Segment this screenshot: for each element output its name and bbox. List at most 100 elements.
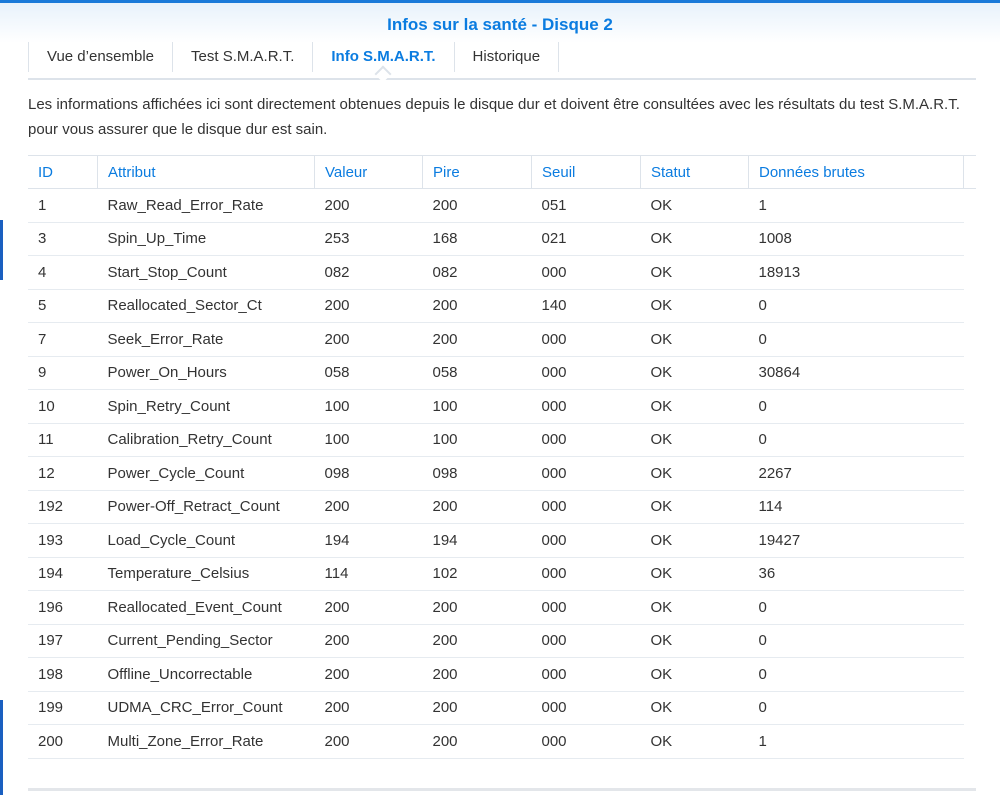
cell-value: 100 xyxy=(314,423,423,457)
dialog-title: Infos sur la santé - Disque 2 xyxy=(387,15,613,34)
cell-raw-data: 1 xyxy=(748,724,964,759)
table-row[interactable]: 1 Raw_Read_Error_Rate 200 200 051 OK 1 xyxy=(28,188,964,223)
cell-worst: 200 xyxy=(422,289,532,323)
cell-threshold: 000 xyxy=(531,624,641,658)
cell-status: OK xyxy=(640,255,749,290)
tab-smart-test[interactable]: Test S.M.A.R.T. xyxy=(172,42,312,72)
table-row[interactable]: 3 Spin_Up_Time 253 168 021 OK 1008 xyxy=(28,222,964,256)
column-header-threshold[interactable]: Seuil xyxy=(531,155,641,189)
cell-attribute: Multi_Zone_Error_Rate xyxy=(97,724,315,759)
cell-id: 11 xyxy=(28,423,98,457)
column-header-id[interactable]: ID xyxy=(28,155,98,189)
cell-worst: 098 xyxy=(422,456,532,491)
cell-status: OK xyxy=(640,691,749,725)
cell-worst: 200 xyxy=(422,590,532,625)
cell-id: 199 xyxy=(28,691,98,725)
cell-attribute: Spin_Up_Time xyxy=(97,222,315,256)
window-top-bar xyxy=(0,0,1000,3)
cell-raw-data: 18913 xyxy=(748,255,964,290)
cell-threshold: 051 xyxy=(531,188,641,223)
cell-attribute: Raw_Read_Error_Rate xyxy=(97,188,315,223)
cell-worst: 200 xyxy=(422,724,532,759)
cell-raw-data: 0 xyxy=(748,289,964,323)
cell-worst: 200 xyxy=(422,624,532,658)
table-row[interactable]: 196 Reallocated_Event_Count 200 200 000 OK 0 xyxy=(28,590,964,625)
cell-attribute: Power_Cycle_Count xyxy=(97,456,315,491)
table-row[interactable]: 5 Reallocated_Sector_Ct 200 200 140 OK 0 xyxy=(28,289,964,323)
table-row[interactable]: 200 Multi_Zone_Error_Rate 200 200 000 OK 1 xyxy=(28,724,964,759)
cell-raw-data: 0 xyxy=(748,590,964,625)
cell-attribute: Reallocated_Sector_Ct xyxy=(97,289,315,323)
table-row[interactable]: 10 Spin_Retry_Count 100 100 000 OK 0 xyxy=(28,389,964,424)
cell-threshold: 000 xyxy=(531,657,641,692)
background-window-edge xyxy=(0,220,3,280)
cell-status: OK xyxy=(640,356,749,390)
cell-id: 194 xyxy=(28,557,98,591)
column-header-raw-data[interactable]: Données brutes xyxy=(748,155,964,189)
cell-status: OK xyxy=(640,423,749,457)
cell-worst: 168 xyxy=(422,222,532,256)
table-row[interactable]: 199 UDMA_CRC_Error_Count 200 200 000 OK 0 xyxy=(28,691,964,725)
dialog-footer-divider xyxy=(28,788,976,791)
smart-table: ID Attribut Valeur Pire Seuil Statut Don… xyxy=(28,155,964,759)
cell-threshold: 000 xyxy=(531,557,641,591)
cell-id: 200 xyxy=(28,724,98,759)
cell-status: OK xyxy=(640,389,749,424)
table-row[interactable]: 192 Power-Off_Retract_Count 200 200 000 OK 114 xyxy=(28,490,964,524)
cell-id: 9 xyxy=(28,356,98,390)
cell-status: OK xyxy=(640,590,749,625)
cell-status: OK xyxy=(640,557,749,591)
table-row[interactable]: 11 Calibration_Retry_Count 100 100 000 OK 0 xyxy=(28,423,964,457)
cell-worst: 200 xyxy=(422,691,532,725)
cell-status: OK xyxy=(640,724,749,759)
cell-attribute: Spin_Retry_Count xyxy=(97,389,315,424)
tab-smart-info[interactable]: Info S.M.A.R.T. xyxy=(312,42,453,72)
cell-id: 197 xyxy=(28,624,98,658)
table-row[interactable]: 4 Start_Stop_Count 082 082 000 OK 18913 xyxy=(28,255,964,290)
cell-raw-data: 0 xyxy=(748,322,964,357)
cell-threshold: 000 xyxy=(531,691,641,725)
cell-attribute: Offline_Uncorrectable xyxy=(97,657,315,692)
cell-id: 4 xyxy=(28,255,98,290)
cell-value: 200 xyxy=(314,188,423,223)
tab-overview[interactable]: Vue d’ensemble xyxy=(28,42,172,72)
cell-raw-data: 2267 xyxy=(748,456,964,491)
cell-id: 10 xyxy=(28,389,98,424)
cell-attribute: Start_Stop_Count xyxy=(97,255,315,290)
cell-threshold: 140 xyxy=(531,289,641,323)
column-header-value[interactable]: Valeur xyxy=(314,155,423,189)
cell-id: 193 xyxy=(28,523,98,558)
table-row[interactable]: 198 Offline_Uncorrectable 200 200 000 OK 0 xyxy=(28,657,964,692)
cell-id: 12 xyxy=(28,456,98,491)
cell-value: 194 xyxy=(314,523,423,558)
background-window-edge xyxy=(0,700,3,795)
cell-raw-data: 0 xyxy=(748,657,964,692)
cell-value: 200 xyxy=(314,490,423,524)
table-row[interactable]: 194 Temperature_Celsius 114 102 000 OK 36 xyxy=(28,557,964,591)
table-row[interactable]: 193 Load_Cycle_Count 194 194 000 OK 19427 xyxy=(28,523,964,558)
cell-threshold: 021 xyxy=(531,222,641,256)
cell-worst: 058 xyxy=(422,356,532,390)
cell-id: 5 xyxy=(28,289,98,323)
cell-raw-data: 36 xyxy=(748,557,964,591)
cell-threshold: 000 xyxy=(531,490,641,524)
table-row[interactable]: 7 Seek_Error_Rate 200 200 000 OK 0 xyxy=(28,322,964,357)
cell-threshold: 000 xyxy=(531,322,641,357)
cell-value: 253 xyxy=(314,222,423,256)
column-header-attribute[interactable]: Attribut xyxy=(97,155,315,189)
cell-worst: 082 xyxy=(422,255,532,290)
cell-worst: 200 xyxy=(422,657,532,692)
table-row[interactable]: 9 Power_On_Hours 058 058 000 OK 30864 xyxy=(28,356,964,390)
cell-threshold: 000 xyxy=(531,456,641,491)
table-row[interactable]: 12 Power_Cycle_Count 098 098 000 OK 2267 xyxy=(28,456,964,491)
cell-value: 200 xyxy=(314,691,423,725)
cell-raw-data: 0 xyxy=(748,389,964,424)
dialog-header: Infos sur la santé - Disque 2 xyxy=(0,3,1000,43)
cell-worst: 200 xyxy=(422,490,532,524)
cell-id: 198 xyxy=(28,657,98,692)
column-header-worst[interactable]: Pire xyxy=(422,155,532,189)
cell-attribute: Load_Cycle_Count xyxy=(97,523,315,558)
tab-history[interactable]: Historique xyxy=(453,42,560,72)
column-header-status[interactable]: Statut xyxy=(640,155,749,189)
table-row[interactable]: 197 Current_Pending_Sector 200 200 000 OK 0 xyxy=(28,624,964,658)
